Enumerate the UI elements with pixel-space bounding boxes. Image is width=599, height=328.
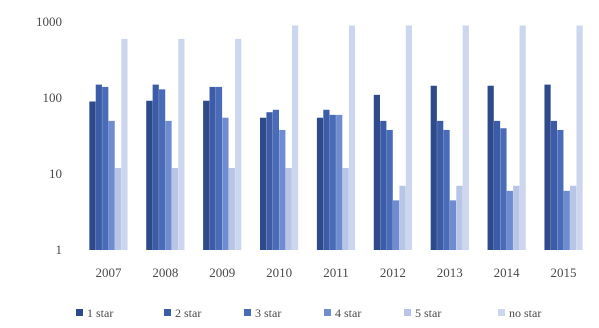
bar-1-star-2010 [260,117,267,250]
legend-label: no star [509,306,541,320]
bar-2-star-2014 [493,120,501,250]
bar-1-star-2013 [430,85,437,251]
bar-3-star-2008 [159,89,166,250]
legend-swatch [498,309,505,316]
legend-swatch [76,309,83,316]
x-tick-label: 2009 [209,265,235,280]
bar-5-star-2014 [513,185,520,250]
bar-3-star-2011 [329,114,336,250]
y-axis: 1 10 100 1000 [36,14,62,257]
x-tick-label: 2008 [152,265,178,280]
bar-no-star-2014 [519,25,526,250]
legend-label: 2 star [175,306,201,320]
bar-5-star-2008 [171,167,179,250]
y-tick-label: 1000 [36,14,62,29]
x-tick-label: 2013 [437,265,463,280]
bar-3-star-2012 [386,129,393,250]
legend-item: 5 star [404,306,441,320]
legend-swatch [244,309,251,316]
bar-1-star-2009 [203,100,210,250]
bar-no-star-2007 [121,38,128,250]
bar-no-star-2015 [576,25,583,250]
bar-no-star-2013 [462,25,469,250]
bar-5-star-2015 [570,185,577,250]
bar-2-star-2010 [266,112,273,250]
x-tick-label: 2014 [494,265,521,280]
bar-5-star-2011 [342,167,349,250]
bar-4-star-2009 [222,117,229,250]
legend-label: 3 star [255,306,281,320]
bar-5-star-2013 [456,185,463,250]
bar-1-star-2014 [487,85,494,251]
bar-5-star-2010 [285,167,292,250]
bar-4-star-2010 [279,129,286,250]
bar-1-star-2012 [373,94,380,250]
bar-no-star-2012 [405,25,412,250]
bar-no-star-2009 [235,38,242,250]
legend-item: 4 star [324,306,361,320]
bar-5-star-2012 [399,185,406,250]
legend-item: 1 star [76,306,113,320]
bar-3-star-2015 [557,129,564,250]
legend-item: 3 star [244,306,281,320]
bar-2-star-2011 [323,109,330,250]
bar-3-star-2010 [272,109,280,250]
bar-4-star-2008 [165,120,172,250]
bar-4-star-2014 [506,190,513,250]
x-tick-label: 2011 [323,265,349,280]
legend-swatch [164,309,171,316]
legend: 1 star 2 star 3 star 4 star 5 star no star [76,306,541,320]
x-tick-label: 2015 [551,265,577,280]
bar-4-star-2007 [108,120,115,250]
bar-4-star-2015 [563,190,570,250]
bar-no-star-2008 [178,38,185,250]
legend-item: 2 star [164,306,201,320]
bar-2-star-2012 [380,120,387,250]
bar-2-star-2013 [437,120,444,250]
legend-swatch [324,309,331,316]
bar-1-star-2007 [89,101,96,250]
bar-5-star-2007 [114,167,122,250]
bar-4-star-2013 [449,200,457,250]
bar-1-star-2015 [544,84,551,250]
y-tick-label: 100 [43,90,63,105]
x-tick-label: 2007 [95,265,122,280]
legend-label: 5 star [415,306,441,320]
legend-label: 1 star [87,306,113,320]
x-tick-label: 2010 [266,265,292,280]
bar-5-star-2009 [228,167,235,250]
x-tick-label: 2012 [380,265,406,280]
legend-item: no star [498,306,541,320]
legend-label: 4 star [335,306,361,320]
bar-3-star-2014 [500,128,507,250]
bar-2-star-2008 [152,84,159,250]
bar-3-star-2013 [443,129,450,250]
y-tick-label: 1 [56,242,63,257]
y-tick-label: 10 [49,166,62,181]
bars [89,25,583,251]
bar-2-star-2015 [550,120,558,250]
bar-4-star-2011 [336,114,343,250]
bar-1-star-2008 [146,100,153,250]
bar-no-star-2011 [348,25,356,250]
bar-3-star-2007 [102,86,109,250]
bar-no-star-2010 [292,25,299,250]
bar-2-star-2009 [209,86,216,250]
bar-2-star-2007 [95,84,102,250]
bar-3-star-2009 [215,86,223,250]
legend-swatch [404,309,411,316]
x-axis: 2007 2008 2009 2010 2011 2012 2013 2014 2015 [95,265,576,280]
bar-4-star-2012 [392,200,400,250]
bar-1-star-2011 [316,117,324,250]
